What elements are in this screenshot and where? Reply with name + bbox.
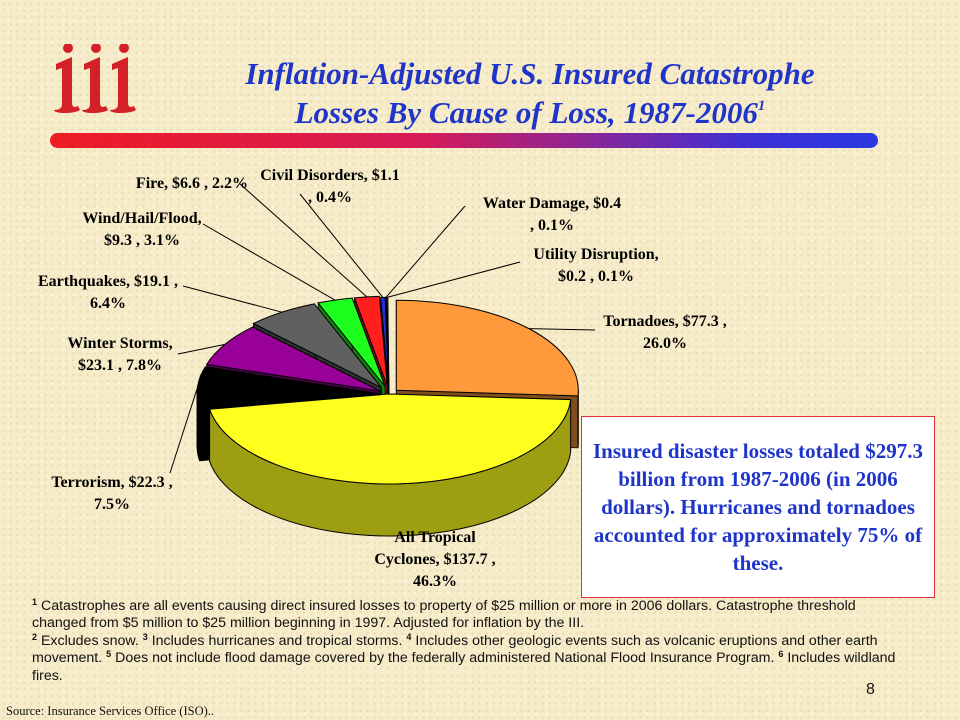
slice-label-tornadoes: Tornadoes, $77.3 , 26.0% <box>603 313 726 352</box>
footnote-3-marker: 3 <box>142 631 148 642</box>
pie-slice-winter-storms <box>205 326 381 392</box>
footnote-1-marker: 1 <box>32 597 38 607</box>
footnote-5-marker: 5 <box>106 649 112 660</box>
pie-slice-wind-hail-flood <box>317 297 386 387</box>
slice-label-earthquakes: Earthquakes, $19.1 , 6.4% <box>38 273 178 312</box>
title-gradient-rule <box>50 133 878 148</box>
leader-line-terrorism <box>169 387 198 474</box>
slide-title: Inflation-Adjusted U.S. Insured Catastro… <box>150 58 910 129</box>
footnote-5-text: Does not include flood damage covered by… <box>115 650 775 667</box>
leader-line-water-damage <box>385 205 466 298</box>
title-footnote-marker: 1 <box>757 98 766 114</box>
leader-line-wind-hail-flood <box>202 223 336 301</box>
pie-tops <box>196 295 579 485</box>
title-line-2-text: Losses By Cause of Loss, 1987-2006 <box>294 95 758 130</box>
footnote-2-marker: 2 <box>32 631 38 642</box>
footnote-4-text: Includes other geologic events such as v… <box>32 632 878 667</box>
footnotes: 1 Catastrophes are all events causing di… <box>32 598 912 685</box>
leader-line-tornadoes <box>528 328 596 331</box>
pie-slice-all-tropical-cyclones <box>208 393 572 485</box>
footnote-3-text: Includes hurricanes and tropical storms. <box>151 632 403 649</box>
slice-label-civil-disorders: Civil Disorders, $1.1, 0.4% <box>260 167 400 206</box>
source-note: Source: Insurance Services Office (ISO).… <box>6 704 215 718</box>
footnote-1-text: Catastrophes are all events causing dire… <box>32 598 856 632</box>
slice-label-terrorism: Terrorism, $22.3 , 7.5% <box>51 474 172 513</box>
pie-slice-fire <box>353 295 388 387</box>
leader-line-winter-storms <box>177 343 226 355</box>
pie-leaders <box>169 183 596 474</box>
iii-logo <box>54 44 136 113</box>
footnote-6-text: Includes wildland fires. <box>32 650 896 684</box>
slice-label-all-tropical-cyclones: All Tropical Cyclones, $137.7 , 46.3% <box>374 529 495 590</box>
pie-labels: Tornadoes, $77.3 , 26.0% All Tropical Cyclo… <box>38 167 727 590</box>
footnote-4-marker: 4 <box>406 631 412 642</box>
summary-callout-text: Insured disaster losses totaled $297.3 b… <box>592 439 923 575</box>
pie-chart: Tornadoes, $77.3 , 26.0% All Tropical Cyclo… <box>38 167 727 590</box>
slice-label-winter-storms: Winter Storms, $23.1 , 7.8% <box>67 335 172 374</box>
pie-slice-earthquakes <box>252 303 382 388</box>
slice-label-fire: Fire, $6.6 , 2.2% <box>136 175 248 192</box>
footnote-6-marker: 6 <box>778 649 784 660</box>
slice-label-wind-hail-flood: Wind/Hail/Flood, $9.3 , 3.1% <box>82 210 201 249</box>
page-number: 8 <box>866 681 875 698</box>
footnote-2-text: Excludes snow. <box>40 632 139 649</box>
title-line-1: Inflation-Adjusted U.S. Insured Catastro… <box>245 56 815 91</box>
leader-line-utility-disruption <box>387 261 521 298</box>
slice-label-utility-disruption: Utility Disruption, $0.2 , 0.1% <box>533 246 658 285</box>
leader-line-fire <box>239 183 368 298</box>
leader-line-civil-disorders <box>299 193 384 298</box>
pie-slice-tornadoes <box>395 299 579 397</box>
summary-callout: Insured disaster losses totaled $297.3 b… <box>581 416 935 598</box>
leader-line-earthquakes <box>182 285 283 313</box>
slice-label-water-damage: Water Damage, $0.4, 0.1% <box>483 195 621 234</box>
title-line-2: Losses By Cause of Loss, 1987-20061 <box>150 90 910 129</box>
